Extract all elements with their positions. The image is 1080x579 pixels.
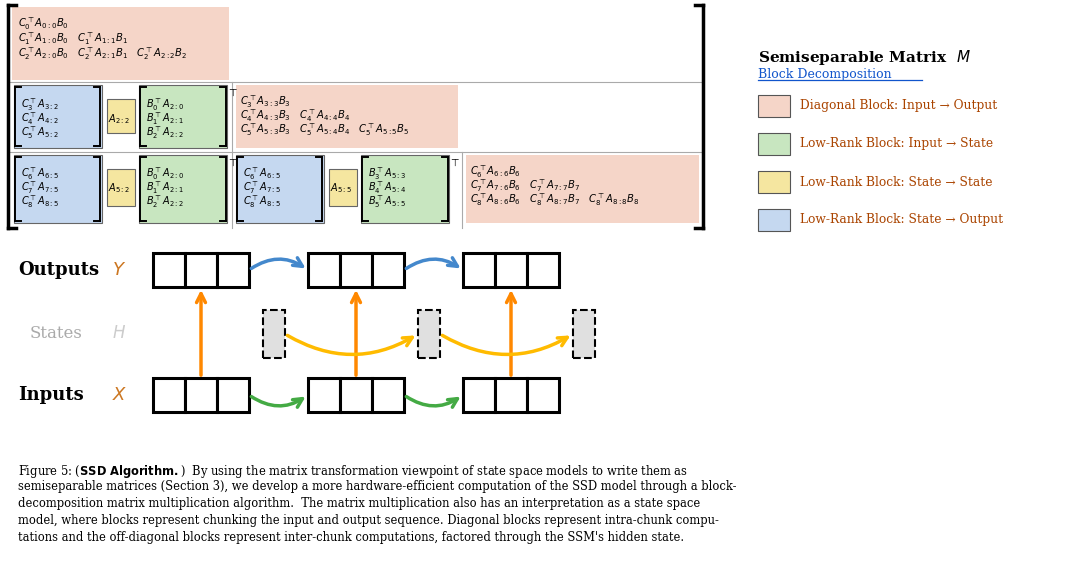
Text: $C_7^\top A_{7:6}B_6 \quad C_7^\top A_{7:7}B_7$: $C_7^\top A_{7:6}B_6 \quad C_7^\top A_{7… [470, 177, 580, 193]
Bar [185, 378, 217, 412]
Text: $Y$: $Y$ [112, 261, 126, 279]
Bar [340, 253, 372, 287]
Bar [463, 378, 495, 412]
Bar [153, 253, 185, 287]
Text: decomposition matrix multiplication algorithm.  The matrix multiplication also h: decomposition matrix multiplication algo… [18, 497, 700, 510]
Bar [372, 253, 404, 287]
Text: $\top$: $\top$ [227, 88, 239, 98]
Text: $C_4^\top A_{4:3}B_3 \quad C_4^\top A_{4:4}B_4$: $C_4^\top A_{4:3}B_3 \quad C_4^\top A_{4… [240, 107, 350, 124]
Text: $B_2^\top A_{2:2}$: $B_2^\top A_{2:2}$ [146, 124, 184, 141]
Text: $A_{5:2}$: $A_{5:2}$ [108, 181, 130, 195]
Text: $B_0^\top A_{2:0}$: $B_0^\top A_{2:0}$ [146, 96, 185, 112]
Text: Inputs: Inputs [18, 386, 84, 404]
Bar [153, 378, 185, 412]
Bar [372, 378, 404, 412]
Text: $C_1^\top A_{1:0}B_0 \quad C_1^\top A_{1:1}B_1$: $C_1^\top A_{1:0}B_0 \quad C_1^\top A_{1… [18, 30, 129, 47]
Bar [418, 310, 440, 358]
Text: $\top$: $\top$ [449, 158, 460, 168]
Text: $B_0^\top A_{2:0}$: $B_0^\top A_{2:0}$ [146, 165, 185, 182]
Text: States: States [30, 325, 83, 343]
Bar [573, 310, 595, 358]
Text: $C_6^\top A_{6:5}$: $C_6^\top A_{6:5}$ [21, 165, 59, 182]
Text: $C_8^\top A_{8:5}$: $C_8^\top A_{8:5}$ [243, 193, 281, 210]
Bar [14, 155, 102, 223]
Bar [495, 378, 527, 412]
Bar [139, 85, 227, 148]
Text: $B_1^\top A_{2:1}$: $B_1^\top A_{2:1}$ [146, 110, 184, 127]
Text: $C_6^\top A_{6:6}B_6$: $C_6^\top A_{6:6}B_6$ [470, 163, 521, 179]
Text: Low-Rank Block: Input → State: Low-Rank Block: Input → State [800, 137, 994, 151]
Bar [12, 7, 229, 80]
Text: Low-Rank Block: State → Output: Low-Rank Block: State → Output [800, 214, 1003, 226]
Bar [495, 253, 527, 287]
Text: $B_4^\top A_{5:4}$: $B_4^\top A_{5:4}$ [368, 179, 406, 196]
Bar [329, 169, 357, 206]
Bar [758, 171, 789, 193]
Text: $A_{2:2}$: $A_{2:2}$ [108, 112, 130, 126]
Bar [758, 209, 789, 231]
Text: $B_5^\top A_{5:5}$: $B_5^\top A_{5:5}$ [368, 193, 406, 210]
Text: semiseparable matrices (Section 3), we develop a more hardware-efficient computa: semiseparable matrices (Section 3), we d… [18, 480, 737, 493]
Text: $C_8^\top A_{8:5}$: $C_8^\top A_{8:5}$ [21, 193, 59, 210]
Text: $C_3^\top A_{3:3}B_3$: $C_3^\top A_{3:3}B_3$ [240, 93, 291, 109]
Text: Block Decomposition: Block Decomposition [758, 68, 892, 81]
Bar [758, 133, 789, 155]
Text: $C_6^\top A_{6:5}$: $C_6^\top A_{6:5}$ [243, 165, 281, 182]
Text: $C_5^\top A_{5:2}$: $C_5^\top A_{5:2}$ [21, 124, 59, 141]
Bar [758, 95, 789, 117]
Text: Semiseparable Matrix  $M$: Semiseparable Matrix $M$ [758, 48, 971, 67]
Bar [237, 85, 458, 148]
Bar [217, 253, 249, 287]
Bar [139, 155, 227, 223]
Bar [107, 99, 135, 133]
Bar [308, 253, 340, 287]
Bar [361, 155, 449, 223]
Bar [308, 378, 340, 412]
Text: $B_2^\top A_{2:2}$: $B_2^\top A_{2:2}$ [146, 193, 184, 210]
Text: $C_7^\top A_{7:5}$: $C_7^\top A_{7:5}$ [243, 179, 281, 196]
Text: $B_1^\top A_{2:1}$: $B_1^\top A_{2:1}$ [146, 179, 184, 196]
Text: $C_2^\top A_{2:0}B_0 \quad C_2^\top A_{2:1}B_1 \quad C_2^\top A_{2:2}B_2$: $C_2^\top A_{2:0}B_0 \quad C_2^\top A_{2… [18, 45, 187, 61]
Bar [527, 378, 559, 412]
Text: $C_7^\top A_{7:5}$: $C_7^\top A_{7:5}$ [21, 179, 59, 196]
Bar [107, 169, 135, 206]
Bar [14, 85, 102, 148]
Text: $X$: $X$ [112, 386, 127, 404]
Text: $\top$: $\top$ [227, 158, 239, 168]
Bar [340, 378, 372, 412]
Text: $C_0^\top A_{0:0}B_0$: $C_0^\top A_{0:0}B_0$ [18, 15, 69, 32]
Text: $B_3^\top A_{5:3}$: $B_3^\top A_{5:3}$ [368, 165, 406, 182]
Bar [237, 155, 324, 223]
Text: Low-Rank Block: State → State: Low-Rank Block: State → State [800, 175, 993, 189]
Text: $C_8^\top A_{8:6}B_6 \quad C_8^\top A_{8:7}B_7 \quad C_8^\top A_{8:8}B_8$: $C_8^\top A_{8:6}B_6 \quad C_8^\top A_{8… [470, 191, 639, 208]
Text: $C_4^\top A_{4:2}$: $C_4^\top A_{4:2}$ [21, 110, 59, 127]
Text: $A_{5:5}$: $A_{5:5}$ [330, 181, 352, 195]
Text: model, where blocks represent chunking the input and output sequence. Diagonal b: model, where blocks represent chunking t… [18, 514, 719, 527]
Bar [217, 378, 249, 412]
Text: $C_5^\top A_{5:3}B_3 \quad C_5^\top A_{5:4}B_4 \quad C_5^\top A_{5:5}B_5$: $C_5^\top A_{5:3}B_3 \quad C_5^\top A_{5… [240, 121, 409, 138]
Text: Diagonal Block: Input → Output: Diagonal Block: Input → Output [800, 100, 997, 112]
Text: tations and the off-diagonal blocks represent inter-chunk computations, factored: tations and the off-diagonal blocks repr… [18, 531, 684, 544]
Bar [465, 155, 699, 223]
Bar [463, 253, 495, 287]
Text: $C_3^\top A_{3:2}$: $C_3^\top A_{3:2}$ [21, 96, 59, 112]
Bar [185, 253, 217, 287]
Text: Outputs: Outputs [18, 261, 99, 279]
Text: Figure 5: ($\mathbf{SSD\ Algorithm.}$)  By using the matrix transformation viewp: Figure 5: ($\mathbf{SSD\ Algorithm.}$) B… [18, 463, 688, 480]
Bar [527, 253, 559, 287]
Text: $H$: $H$ [112, 325, 126, 343]
Bar [264, 310, 285, 358]
